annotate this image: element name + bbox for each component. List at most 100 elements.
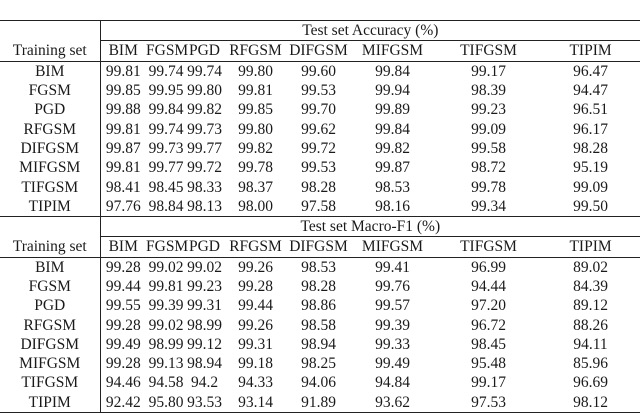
table-cell: 98.99 [187,316,222,334]
table-cell: 99.57 [375,297,410,315]
column-header-row: Training set BIM FGSM PGD RFGSM DIFGSM MIFGSM T… [0,236,640,258]
table-cell: 99.88 [105,101,141,119]
table-cell: 94.06 [301,374,336,392]
table-cell: 99.95 [148,82,184,100]
table-cell: 99.44 [105,278,141,295]
row-label: MIFGSM [0,354,101,374]
row-label: BIM [0,257,101,277]
table-row: MIFGSM 99.28 99.13 98.94 99.18 98.25 99.49 95.4… [0,354,640,374]
table-cell: 96.17 [573,120,608,138]
row-label: PGD [0,100,101,120]
table-cell: 99.28 [105,355,141,373]
row-label: FGSM [0,276,101,297]
table-cell: 98.58 [301,316,336,334]
table-cell: 94.2 [190,374,219,392]
table-cell: 99.82 [187,101,222,119]
table-cell: 98.94 [301,335,336,353]
table-cell: 98.99 [148,335,184,353]
table-cell: 99.09 [471,120,506,138]
table-cell: 98.84 [148,197,184,215]
table-row: RFGSM 99.81 99.74 99.73 99.80 99.62 99.84 99.09… [0,119,640,139]
table-cell: 98.45 [148,178,184,196]
table-cell: 96.69 [573,374,608,392]
column-header: FGSM [146,236,189,258]
table-cell: 99.72 [187,159,222,177]
table-cell: 99.17 [471,374,506,392]
table-cell: 99.76 [375,278,410,295]
table-cell: 97.20 [471,297,506,315]
column-header: TIFGSM [436,236,541,258]
table-cell: 95.48 [471,355,506,373]
column-header-row: Training set BIM FGSM PGD RFGSM DIFGSM MIFGSM T… [0,40,640,62]
table-cell: 99.81 [105,62,141,80]
table-cell: 98.41 [105,178,141,196]
column-header: MIFGSM [349,236,436,258]
table-cell: 93.53 [186,392,223,413]
table-cell: 99.87 [105,139,141,157]
table-cell: 99.84 [375,120,410,138]
table-cell: 99.28 [105,258,141,276]
table-row: BIM 99.81 99.74 99.74 99.80 99.60 99.84 99.17 96… [0,61,640,81]
table-cell: 98.39 [471,82,506,100]
table-cell: 99.84 [375,62,410,80]
table-cell: 98.16 [375,197,410,215]
table-row: MIFGSM 99.81 99.77 99.72 99.78 99.53 99.87 98.7… [0,158,640,178]
table-cell: 99.02 [187,258,222,276]
table-cell: 99.77 [148,159,184,177]
table-cell: 98.00 [238,197,273,215]
table-cell: 99.77 [187,139,222,157]
table-row: PGD 99.55 99.39 99.31 99.44 98.86 99.57 97.20 89… [0,296,640,316]
table-cell: 95.19 [573,159,608,177]
column-header: DIFGSM [288,40,349,62]
table-cell: 99.74 [148,120,184,138]
table-cell: 99.26 [238,258,273,276]
table-cell: 91.89 [288,392,349,413]
table-cell: 99.12 [187,335,222,353]
table-cell: 99.60 [301,62,336,80]
table-cell: 99.17 [471,62,506,80]
table-cell: 99.02 [148,258,184,276]
column-header: DIFGSM [288,236,349,258]
table-cell: 99.81 [105,159,141,177]
table-cell: 99.85 [238,101,273,119]
table-row: TIPIM 97.76 98.84 98.13 98.00 97.58 98.16 99.34… [0,196,640,217]
table-cell: 99.80 [238,62,273,80]
table-row: TIFGSM 94.46 94.58 94.2 94.33 94.06 94.84 99.17… [0,373,640,393]
column-header: BIM [100,236,146,258]
table-cell: 99.31 [187,297,222,315]
table-cell: 94.11 [573,335,608,353]
table-cell: 99.81 [238,82,273,100]
table-cell: 98.72 [471,159,506,177]
table-cell: 85.96 [573,355,608,373]
table-cell: 99.26 [238,316,273,334]
table-cell: 99.02 [148,316,184,334]
table-cell: 99.55 [105,297,141,315]
column-header: RFGSM [223,40,288,62]
table-cell: 89.12 [573,297,608,315]
table-cell: 99.62 [301,120,336,138]
row-label: BIM [0,61,101,81]
row-header-label: Training set [0,40,101,62]
empty-corner-cell [0,19,101,41]
table-cell: 93.62 [349,392,436,413]
table-cell: 99.23 [471,101,506,119]
table-row: FGSM 99.85 99.95 99.80 99.81 99.53 99.94 98.39 9… [0,80,640,101]
table-cell: 89.02 [573,258,608,276]
table-cell: 98.37 [238,178,273,196]
table-cell: 96.51 [573,101,608,119]
table-cell: 99.72 [301,139,336,157]
table-cell: 99.74 [187,62,222,80]
table-row: BIM 99.28 99.02 99.02 99.26 98.53 99.41 96.99 89… [0,257,640,277]
table-cell: 98.53 [375,178,410,196]
table-cell: 99.73 [187,120,222,138]
table-cell: 99.84 [148,101,184,119]
table-cell: 99.70 [301,101,336,119]
table-cell: 99.31 [238,335,273,353]
table-cell: 96.99 [471,258,506,276]
table-cell: 99.80 [187,82,222,100]
table-cell: 97.53 [436,392,541,413]
table-cell: 99.81 [148,278,184,295]
table-cell: 99.23 [187,278,222,295]
row-label: TIFGSM [0,373,101,393]
column-header: TIFGSM [436,40,541,62]
